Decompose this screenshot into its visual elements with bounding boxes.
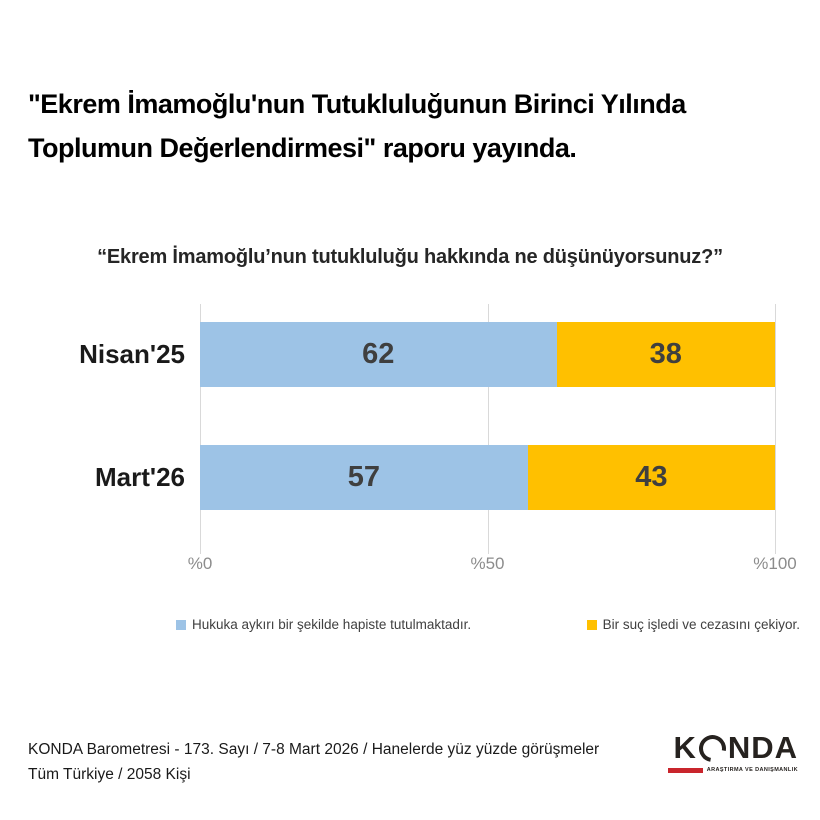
page-title: "Ekrem İmamoğlu'nun Tutukluluğunun Birin… [28,89,686,163]
value-label: 38 [649,338,682,370]
legend-entry: Hukuka aykırı bir şekilde hapiste tutulm… [176,617,471,632]
value-label: 62 [362,338,395,370]
category-label: Nisan'25 [79,339,185,369]
x-axis-tick: %50 [470,554,505,573]
chart-legend: Hukuka aykırı bir şekilde hapiste tutulm… [0,617,820,632]
source-note-line2: Tüm Türkiye / 2058 Kişi [28,766,191,783]
bar-segment: 38 [556,322,775,387]
legend-label: Hukuka aykırı bir şekilde hapiste tutulm… [192,617,472,632]
gridline-50 [487,304,489,554]
logo-red-bar [668,767,703,773]
source-note-line1: KONDA Barometresi - 173. Sayı / 7-8 Mart… [28,741,600,758]
chart-plot-area: Nisan'25 62 38 Mart'26 57 43 %0 %50 %100 [79,295,797,595]
logo-tagline-text: ARAŞTIRMA VE DANIŞMANLIK [706,767,798,773]
logo-o-ring-icon [693,729,732,767]
konda-logo: K NDA ARAŞTIRMA VE DANIŞMANLIK [668,729,798,773]
bar-segment: 62 [200,322,557,387]
category-label: Mart'26 [95,462,185,492]
bar-row-Nisan'25: Nisan'25 62 38 [79,322,775,387]
chart-question: “Ekrem İmamoğlu’nun tutukluluğu hakkında… [97,246,723,268]
x-axis-tick: %0 [187,554,213,573]
legend-entry: Bir suç işledi ve cezasını çekiyor. [586,617,800,632]
logo-letters-nda: NDA [727,730,798,765]
konda-logo-wordmark: K NDA [668,729,798,767]
value-label: 57 [347,461,380,493]
bar-row-Mart'26: Mart'26 57 43 [95,445,775,510]
logo-letter-k: K [673,730,697,765]
x-axis: %0 %50 %100 [188,554,797,578]
bar-segment: 57 [200,445,528,510]
konda-logo-tagline: ARAŞTIRMA VE DANIŞMANLIK [668,767,798,773]
stacked-bar-chart: Nisan'25 62 38 Mart'26 57 43 %0 %50 %100 [0,295,820,605]
source-note: KONDA Barometresi - 173. Sayı / 7-8 Mart… [28,737,668,787]
value-label: 43 [635,461,668,493]
x-axis-tick: %100 [753,554,797,573]
legend-swatch-icon [176,619,186,630]
gridline-0 [200,304,201,554]
legend-label: Bir suç işledi ve cezasını çekiyor. [602,617,800,632]
legend-swatch-icon [586,619,597,630]
gridline-100 [775,304,776,554]
bar-segment: 43 [527,445,775,510]
